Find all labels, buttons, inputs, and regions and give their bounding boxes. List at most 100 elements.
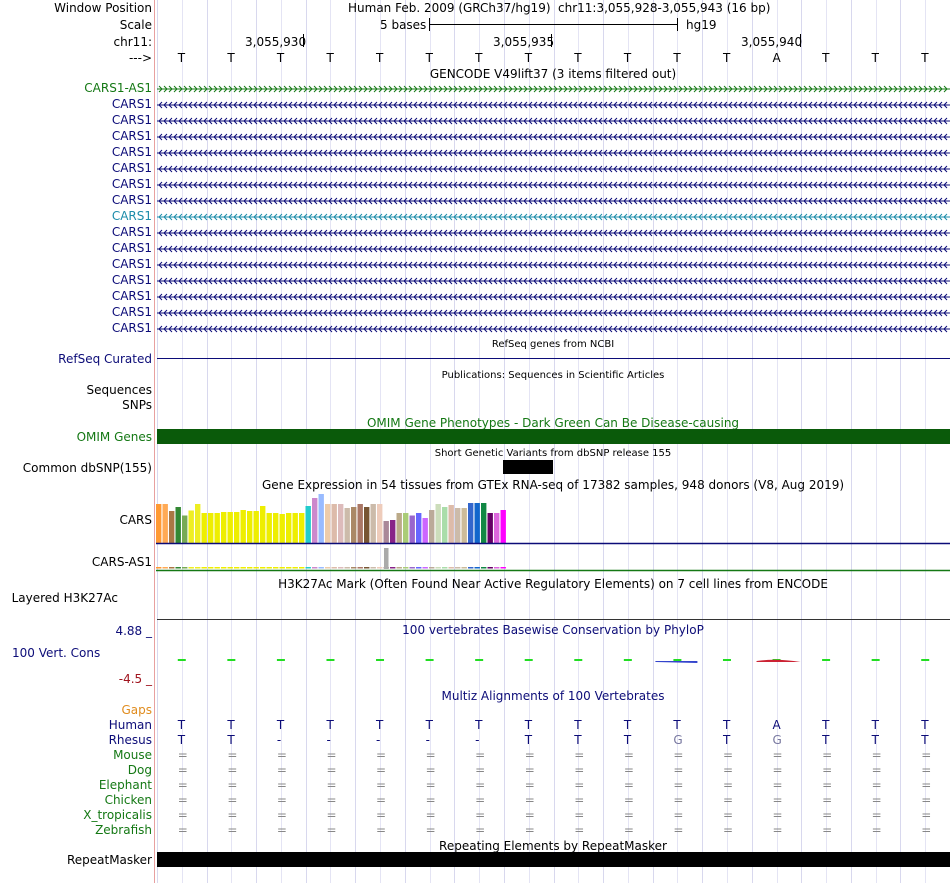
multiz-alignment-base: T [722, 733, 731, 747]
gtex-as1-tick [234, 567, 240, 569]
refseq-track-label[interactable]: RefSeq Curated [58, 352, 152, 366]
gtex-tissue-bar [429, 510, 435, 543]
gencode-gene-label[interactable]: CARS1 [111, 305, 152, 319]
scale-label: Scale [119, 18, 152, 32]
publications-label-sequences[interactable]: Sequences [86, 383, 152, 397]
gencode-gene-body[interactable] [157, 277, 950, 285]
gencode-gene-label[interactable]: CARS1 [111, 257, 152, 271]
multiz-species-label[interactable]: Rhesus [108, 733, 152, 747]
multiz-track-title[interactable]: Multiz Alignments of 100 Vertebrates [441, 689, 665, 703]
gencode-gene-label[interactable]: CARS1 [111, 177, 152, 191]
gencode-gene-label[interactable]: CARS1 [111, 129, 152, 143]
gencode-gene-body[interactable] [157, 325, 950, 333]
gtex-as1-tick [455, 567, 461, 569]
multiz-species-label[interactable]: Elephant [98, 778, 152, 792]
conservation-track-label[interactable]: 100 Vert. Cons [12, 646, 101, 660]
gencode-gene-body[interactable] [157, 165, 950, 173]
multiz-alignment-base: - [376, 733, 381, 747]
h3k27ac-baseline [157, 619, 950, 620]
gencode-track-title[interactable]: GENCODE V49lift37 (3 items filtered out) [429, 67, 677, 81]
gencode-gene-label[interactable]: CARS1-AS1 [84, 81, 152, 95]
gencode-gene-label[interactable]: CARS1 [111, 113, 152, 127]
omim-track-title[interactable]: OMIM Gene Phenotypes - Dark Green Can Be… [366, 416, 740, 430]
gtex-tissue-bar [468, 503, 474, 543]
repeatmasker-track-label[interactable]: RepeatMasker [66, 853, 152, 867]
multiz-alignment-base: = [326, 823, 337, 837]
refseq-track-title[interactable]: RefSeq genes from NCBI [491, 339, 615, 350]
multiz-alignment-base: T [623, 718, 632, 732]
gencode-gene-label[interactable]: CARS1 [111, 225, 152, 239]
gtex-as1-tick [325, 567, 331, 569]
gtex-tissue-bar [396, 513, 402, 543]
multiz-alignment-base: = [673, 748, 684, 762]
repeatmasker-element[interactable] [157, 852, 950, 867]
multiz-alignment-base: = [623, 793, 634, 807]
multiz-alignment-base: = [376, 823, 387, 837]
gencode-gene-label[interactable]: CARS1 [111, 241, 152, 255]
multiz-alignment-base: T [177, 718, 186, 732]
gencode-gene-body[interactable] [157, 85, 950, 93]
gtex-tissue-bar [201, 513, 207, 543]
gtex-tissue-bar [253, 511, 259, 543]
gencode-gene-label[interactable]: CARS1 [111, 193, 152, 207]
multiz-alignment-base: = [822, 778, 833, 792]
multiz-species-label[interactable]: X_tropicalis [83, 808, 152, 822]
gencode-gene-label[interactable]: CARS1 [111, 321, 152, 335]
multiz-species-label[interactable]: Chicken [104, 793, 152, 807]
gencode-gene-body[interactable] [157, 229, 950, 237]
conservation-track-title[interactable]: 100 vertebrates Basewise Conservation by… [402, 623, 704, 637]
publications-label-snps[interactable]: SNPs [122, 398, 152, 412]
h3k27ac-track-label[interactable]: Layered H3K27Ac [11, 591, 118, 605]
gencode-gene-body[interactable] [157, 149, 950, 157]
repeatmasker-track-title[interactable]: Repeating Elements by RepeatMasker [439, 839, 667, 853]
gencode-gene-body[interactable] [157, 293, 950, 301]
gencode-gene-label[interactable]: CARS1 [111, 273, 152, 287]
gtex-bar-chart[interactable] [0, 490, 950, 575]
multiz-alignment-base: = [574, 748, 585, 762]
gencode-gene-body[interactable] [157, 101, 950, 109]
gtex-tissue-bar [195, 504, 201, 543]
gtex-gene-cars-label[interactable]: CARS [119, 513, 152, 527]
gtex-track-title[interactable]: Gene Expression in 54 tissues from GTEx … [261, 478, 845, 492]
gtex-as1-tick [494, 567, 500, 569]
coord-tick-mark-1 [303, 34, 304, 47]
multiz-species-label[interactable]: Zebrafish [95, 823, 152, 837]
multiz-alignment-base: T [524, 718, 533, 732]
position-text[interactable]: chr11:3,055,928-3,055,943 (16 bp) [558, 1, 771, 15]
gtex-as1-tick [357, 567, 363, 569]
multiz-alignment-base: = [871, 778, 882, 792]
gencode-gene-body[interactable] [157, 197, 950, 205]
gtex-tissue-bar [455, 508, 461, 543]
refseq-gene-line[interactable] [157, 358, 950, 359]
gtex-tissue-bar [156, 504, 162, 543]
gtex-gene-cars-as1-label[interactable]: CARS-AS1 [91, 555, 152, 569]
h3k27ac-track-title[interactable]: H3K27Ac Mark (Often Found Near Active Re… [278, 577, 828, 591]
omim-track-label[interactable]: OMIM Genes [76, 430, 152, 444]
gencode-gene-label[interactable]: CARS1 [111, 289, 152, 303]
gencode-gene-body[interactable] [157, 133, 950, 141]
dbsnp-track-label[interactable]: Common dbSNP(155) [22, 461, 152, 475]
dbsnp-track-title[interactable]: Short Genetic Variants from dbSNP releas… [434, 448, 672, 459]
multiz-species-label[interactable]: Mouse [113, 748, 152, 762]
gencode-gene-body[interactable] [157, 261, 950, 269]
gencode-gene-body[interactable] [157, 213, 950, 221]
gtex-as1-tick [253, 567, 259, 569]
gencode-gene-label[interactable]: CARS1 [111, 209, 152, 223]
dbsnp-variant[interactable] [503, 460, 553, 474]
multiz-alignment-base: T [871, 718, 879, 732]
multiz-alignment-base: = [177, 823, 188, 837]
gencode-gene-label[interactable]: CARS1 [111, 97, 152, 111]
multiz-species-label[interactable]: Dog [127, 763, 152, 777]
gencode-gene-body[interactable] [157, 245, 950, 253]
gencode-gene-body[interactable] [157, 309, 950, 317]
gencode-gene-label[interactable]: CARS1 [111, 145, 152, 159]
multiz-gaps-label[interactable]: Gaps [121, 703, 152, 717]
gencode-gene-label[interactable]: CARS1 [111, 161, 152, 175]
gencode-gene-body[interactable] [157, 181, 950, 189]
gencode-gene-body[interactable] [157, 117, 950, 125]
omim-gene-bar[interactable] [157, 429, 950, 444]
multiz-species-label[interactable]: Human [108, 718, 152, 732]
publications-track-title[interactable]: Publications: Sequences in Scientific Ar… [441, 370, 665, 381]
multiz-alignment-base: = [276, 823, 287, 837]
conservation-plot[interactable] [157, 652, 950, 668]
